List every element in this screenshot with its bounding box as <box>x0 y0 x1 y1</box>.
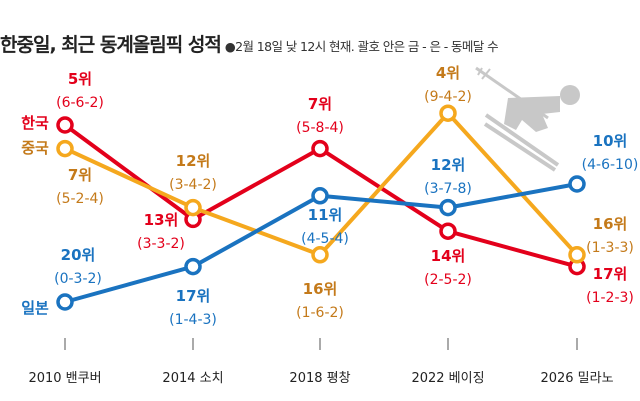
rank-label: 5위 <box>68 70 92 88</box>
x-tick-label: 2014 소치 <box>162 371 223 386</box>
rank-label: 20위 <box>61 246 96 264</box>
x-tick-label: 2022 베이징 <box>411 371 484 386</box>
data-point <box>311 246 329 264</box>
data-point <box>439 198 457 217</box>
x-tick-label: 2018 평창 <box>289 371 350 386</box>
medal-label: (3-3-2) <box>137 236 185 252</box>
rank-label: 14위 <box>431 247 466 265</box>
rank-label: 12위 <box>176 152 211 170</box>
chart-subtitle: ●2월 18일 낮 12시 현재. 괄호 안은 금 - 은 - 동메달 수 <box>224 39 499 54</box>
medal-label: (2-5-2) <box>424 272 472 288</box>
rank-label: 13위 <box>144 211 179 229</box>
medal-label: (4-5-4) <box>301 231 349 247</box>
data-point <box>568 175 586 193</box>
rank-label: 12위 <box>431 156 466 174</box>
chart-header: 한중일, 최근 동계올림픽 성적 ●2월 18일 낮 12시 현재. 괄호 안은 … <box>0 30 499 57</box>
rank-label: 16위 <box>303 280 338 298</box>
medal-label: (1-3-3) <box>586 240 634 256</box>
medal-label: (0-3-2) <box>54 271 102 287</box>
medal-label: (5-8-4) <box>296 120 344 136</box>
series-name-label: 중국 <box>21 139 49 157</box>
data-point <box>56 139 74 158</box>
data-point <box>568 246 586 264</box>
rank-label: 11위 <box>308 206 343 224</box>
rank-label: 10위 <box>593 132 628 150</box>
data-point <box>56 116 74 134</box>
rank-label: 16위 <box>593 215 628 233</box>
rank-label: 17위 <box>176 287 211 305</box>
data-point <box>439 104 457 122</box>
medal-label: (9-4-2) <box>424 89 472 105</box>
rank-label: 17위 <box>593 265 628 283</box>
data-point <box>184 257 202 276</box>
chart-title: 한중일, 최근 동계올림픽 성적 <box>0 34 222 56</box>
medal-label: (3-4-2) <box>169 177 217 193</box>
medal-label: (6-6-2) <box>56 95 104 111</box>
medal-label: (1-6-2) <box>296 305 344 321</box>
medal-label: (1-2-3) <box>586 290 634 306</box>
rank-label: 7위 <box>68 166 92 184</box>
medal-label: (3-7-8) <box>424 181 472 197</box>
medal-label: (1-4-3) <box>169 312 217 328</box>
series-name-label: 한국 <box>21 114 49 132</box>
rank-label: 4위 <box>436 64 460 82</box>
series-2 <box>56 175 586 311</box>
series-name-label: 일본 <box>21 299 49 317</box>
data-point <box>184 198 202 217</box>
data-point <box>311 187 329 205</box>
medal-label: (4-6-10) <box>582 157 639 173</box>
data-point <box>311 139 329 158</box>
medal-label: (5-2-4) <box>56 191 104 207</box>
x-tick-label: 2010 밴쿠버 <box>28 371 101 386</box>
series-1 <box>56 104 586 264</box>
x-tick-label: 2026 밀라노 <box>540 371 613 386</box>
rank-label: 7위 <box>308 95 332 113</box>
data-point <box>56 293 74 311</box>
skier-icon <box>475 66 580 172</box>
data-point <box>439 222 457 240</box>
